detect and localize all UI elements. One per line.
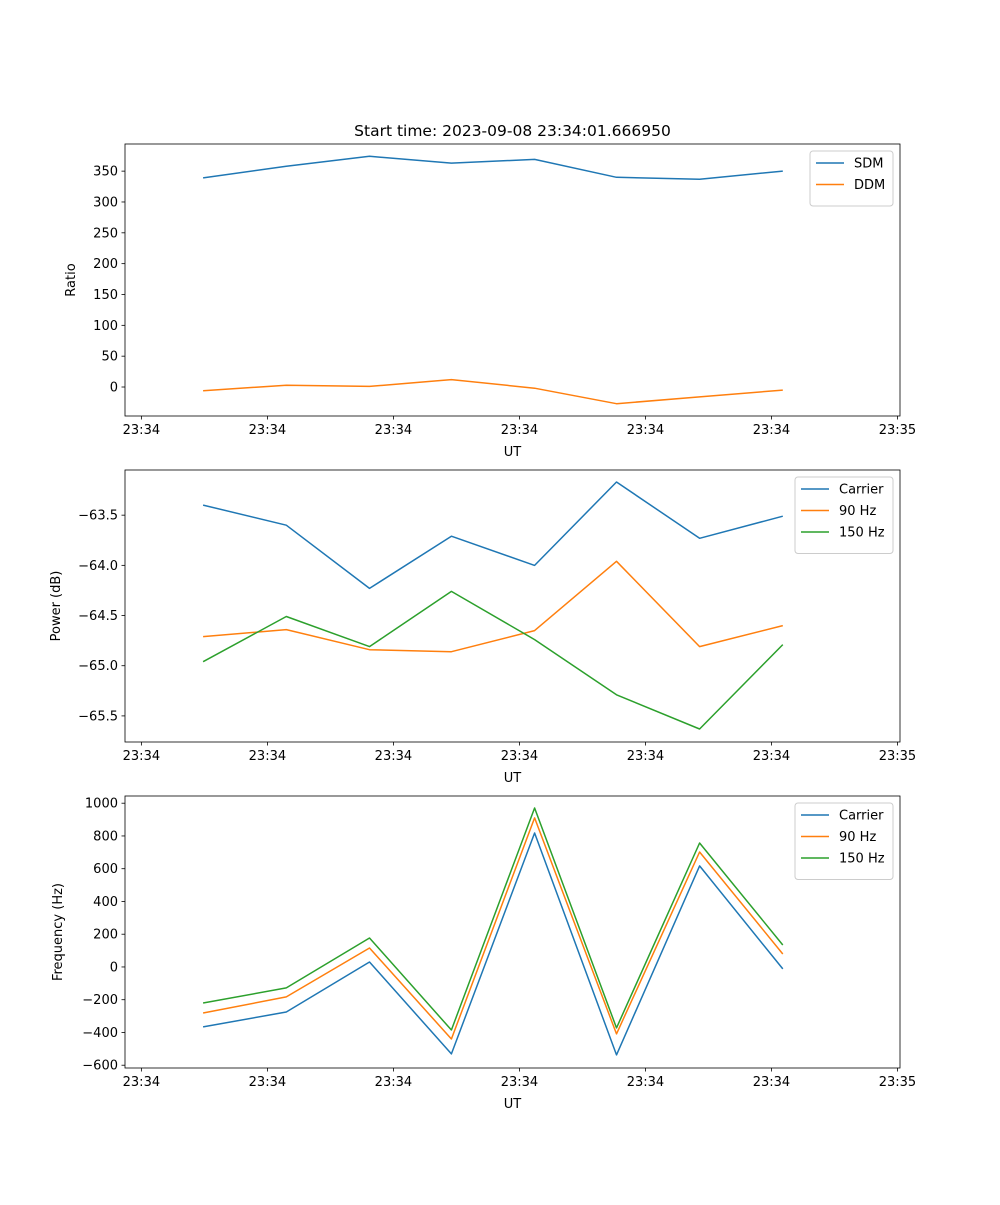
- x-tick-label: 23:34: [123, 1075, 160, 1090]
- series-line-carrier: [202, 481, 783, 590]
- series-line-90-hz: [203, 560, 783, 653]
- x-tick-label: 23:35: [879, 749, 916, 764]
- legend-label: 90 Hz: [839, 830, 876, 845]
- x-tick-label: 23:34: [753, 423, 790, 438]
- legend-box: [809, 150, 894, 207]
- y-axis-label: Frequency (Hz): [51, 883, 66, 981]
- y-tick-label: −200: [82, 993, 118, 1008]
- y-tick-label: 200: [93, 928, 118, 943]
- subplot-2: 23:34 23:34 23:34 23:34 23:34 23:34 23:35 −65.5…: [49, 469, 916, 786]
- x-axis-label: UT: [504, 445, 522, 460]
- y-tick-label: −64.5: [78, 609, 118, 624]
- axes-frame: [124, 143, 901, 417]
- legend-label: 150 Hz: [839, 852, 885, 867]
- y-axis-label: Power (dB): [49, 571, 64, 642]
- legend: Carrier 90 Hz 150 Hz: [794, 476, 894, 554]
- y-tick-label: −64.0: [78, 559, 118, 574]
- x-tick-label: 23:34: [753, 749, 790, 764]
- x-tick-label: 23:34: [753, 1075, 790, 1090]
- y-tick-label: −65.5: [78, 709, 118, 724]
- y-tick-label: 400: [93, 895, 118, 910]
- y-tick-label: 1000: [85, 797, 118, 812]
- legend-label: Carrier: [839, 483, 884, 498]
- x-tick-label: 23:34: [249, 749, 286, 764]
- series-line-ddm: [203, 378, 783, 405]
- chart-title: Start time: 2023-09-08 23:34:01.666950: [354, 122, 671, 140]
- y-tick-label: 0: [110, 381, 118, 396]
- axes-frame: [124, 795, 901, 1069]
- x-tick-label: 23:34: [123, 423, 160, 438]
- y-tick-label: −63.5: [78, 509, 118, 524]
- series-line-sdm: [202, 155, 783, 180]
- y-tick-label: 0: [110, 960, 118, 975]
- y-tick-label: 200: [93, 257, 118, 272]
- series-line-150-hz: [202, 807, 784, 1031]
- x-tick-label: 23:34: [627, 749, 664, 764]
- x-tick-label: 23:34: [501, 423, 538, 438]
- axes-frame: [124, 469, 901, 743]
- y-tick-label: 50: [101, 350, 118, 365]
- subplot-3: 23:34 23:34 23:34 23:34 23:34 23:34 23:35 −600 −…: [51, 795, 916, 1112]
- x-tick-label: 23:34: [501, 749, 538, 764]
- legend: Carrier 90 Hz 150 Hz: [794, 802, 894, 880]
- y-tick-label: 250: [93, 226, 118, 241]
- legend-label: SDM: [854, 157, 883, 172]
- x-tick-label: 23:34: [375, 423, 412, 438]
- x-tick-label: 23:34: [249, 423, 286, 438]
- x-axis-label: UT: [504, 1097, 522, 1112]
- x-tick-label: 23:34: [249, 1075, 286, 1090]
- x-tick-label: 23:34: [375, 1075, 412, 1090]
- legend-label: DDM: [854, 178, 885, 193]
- y-tick-label: −600: [82, 1059, 118, 1074]
- subplot-1: 23:34 23:34 23:34 23:34 23:34 23:34 23:35 0 50 10…: [64, 122, 916, 460]
- legend-box: [794, 802, 894, 880]
- x-tick-label: 23:34: [123, 749, 160, 764]
- legend-label: 150 Hz: [839, 526, 885, 541]
- x-axis-label: UT: [504, 771, 522, 786]
- x-tick-label: 23:34: [501, 1075, 538, 1090]
- series-line-carrier: [202, 832, 784, 1056]
- legend-box: [794, 476, 894, 554]
- legend: SDM DDM: [809, 150, 894, 207]
- x-tick-label: 23:34: [627, 1075, 664, 1090]
- x-tick-label: 23:34: [375, 749, 412, 764]
- y-tick-label: 100: [93, 319, 118, 334]
- legend-label: 90 Hz: [839, 504, 876, 519]
- y-axis-label: Ratio: [64, 263, 79, 296]
- series-line-150-hz: [202, 590, 784, 730]
- y-tick-label: −65.0: [78, 659, 118, 674]
- y-tick-label: 800: [93, 829, 118, 844]
- legend-label: Carrier: [839, 809, 884, 824]
- y-tick-label: −400: [82, 1026, 118, 1041]
- y-tick-label: 350: [93, 165, 118, 180]
- x-tick-label: 23:34: [627, 423, 664, 438]
- series-line-90-hz: [202, 817, 784, 1040]
- x-tick-label: 23:35: [879, 1075, 916, 1090]
- y-tick-label: 300: [93, 195, 118, 210]
- x-tick-label: 23:35: [879, 423, 916, 438]
- y-tick-label: 600: [93, 862, 118, 877]
- y-tick-label: 150: [93, 288, 118, 303]
